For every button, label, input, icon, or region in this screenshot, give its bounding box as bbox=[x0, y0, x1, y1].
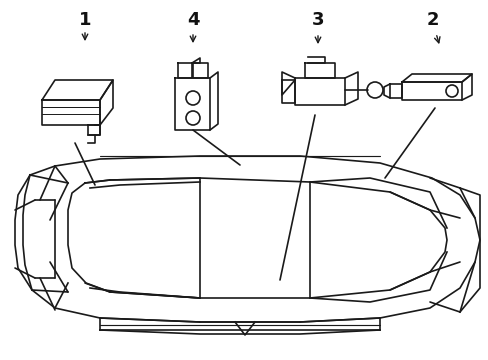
Text: 4: 4 bbox=[186, 11, 199, 29]
Text: 2: 2 bbox=[426, 11, 438, 29]
Text: 1: 1 bbox=[79, 11, 91, 29]
Text: 3: 3 bbox=[311, 11, 324, 29]
